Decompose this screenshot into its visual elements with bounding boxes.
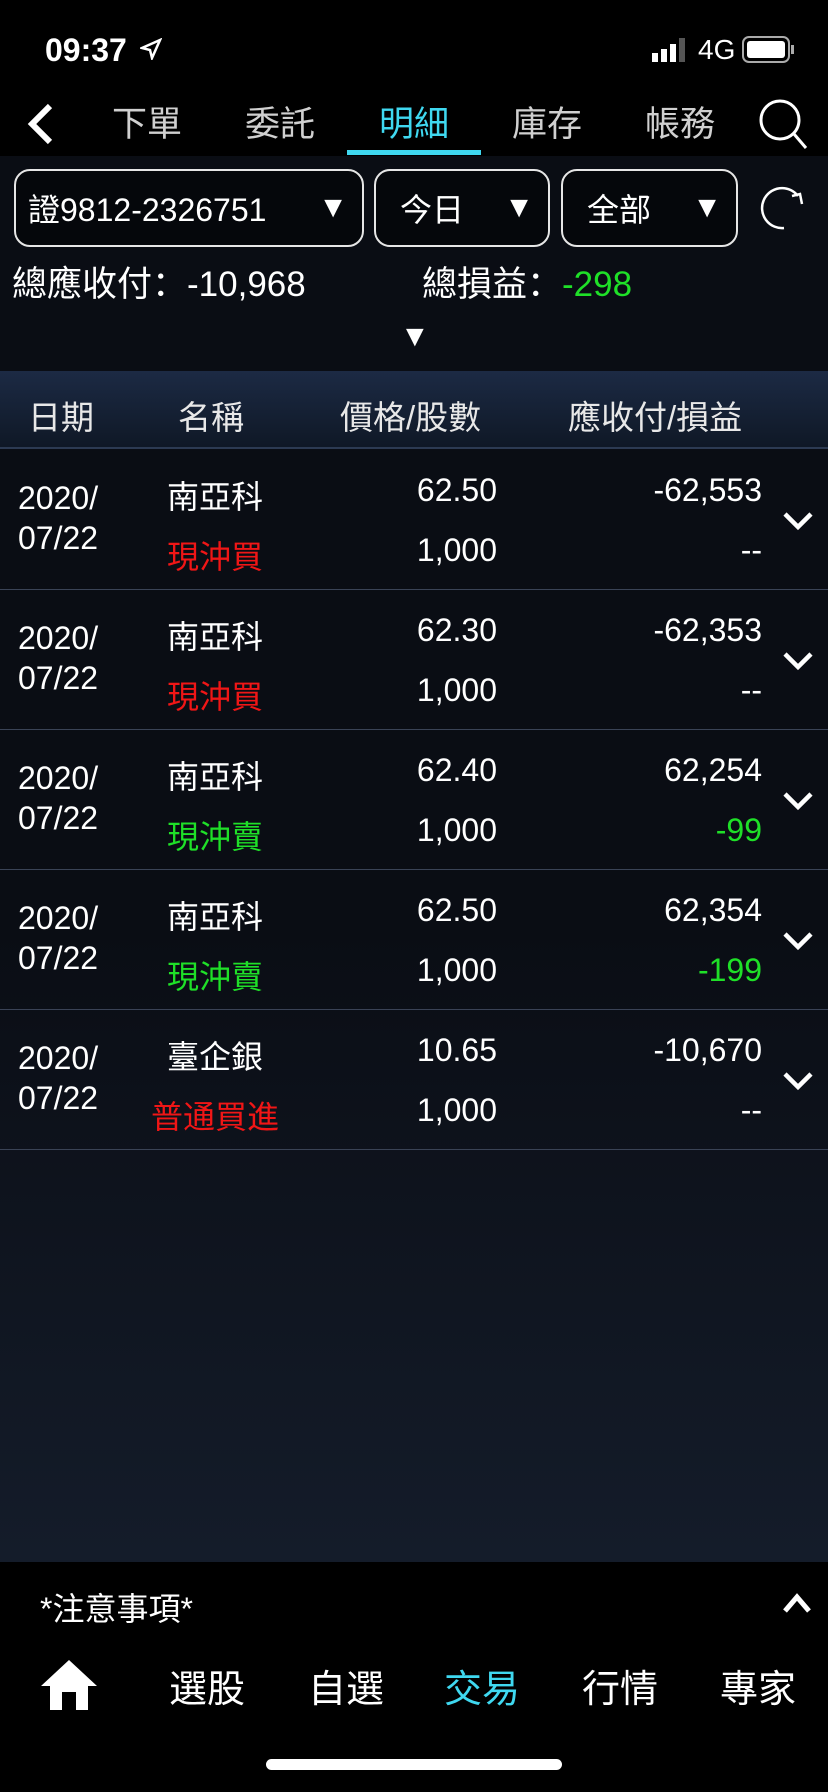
type-dropdown[interactable]: 全部 ▼ xyxy=(561,169,738,247)
header-name: 名稱 xyxy=(178,399,244,436)
trade-type: 現沖買 xyxy=(166,539,263,575)
date-year: 2020/ xyxy=(18,900,99,936)
table-row[interactable]: 2020/ 07/22 南亞科 現沖買 62.50 1,000 -62,553 … xyxy=(0,450,828,590)
table-row[interactable]: 2020/ 07/22 臺企銀 普通買進 10.65 1,000 -10,670… xyxy=(0,1010,828,1150)
price: 10.65 xyxy=(416,1032,497,1068)
trade-type: 現沖賣 xyxy=(166,959,263,995)
trade-type: 普通買進 xyxy=(150,1099,279,1135)
battery-icon xyxy=(742,36,794,63)
price: 62.50 xyxy=(416,892,497,928)
home-indicator xyxy=(266,1759,562,1770)
date-day: 07/22 xyxy=(18,1080,99,1116)
account-value: 證9812-2326751 xyxy=(28,192,267,228)
shares: 1,000 xyxy=(416,1092,497,1128)
active-tab-indicator xyxy=(347,150,481,155)
price: 62.30 xyxy=(416,612,497,648)
nav-watchlist[interactable]: 自選 xyxy=(307,1669,384,1711)
search-icon[interactable] xyxy=(758,98,808,150)
shares: 1,000 xyxy=(416,672,497,708)
bottom-bar: *注意事項* 選股 自選 交易 行情 專家 xyxy=(0,1562,828,1792)
profit-loss: -- xyxy=(740,672,762,708)
nav-experts[interactable]: 專家 xyxy=(719,1669,796,1711)
notice-link[interactable]: *注意事項* xyxy=(40,1591,193,1627)
period-dropdown[interactable]: 今日 ▼ xyxy=(374,169,550,247)
date-year: 2020/ xyxy=(18,760,99,796)
profit-loss: -- xyxy=(740,532,762,568)
expand-triangle-icon[interactable]: ▼ xyxy=(400,320,430,353)
network-label: 4G xyxy=(698,34,736,65)
top-tabs: 下單 委託 明細 庫存 帳務 xyxy=(0,90,828,156)
dropdown-arrow-icon: ▼ xyxy=(318,191,348,224)
total-receivable: 總應收付：-10,968 xyxy=(12,256,306,307)
date-day: 07/22 xyxy=(18,660,99,696)
date-year: 2020/ xyxy=(18,1040,99,1076)
home-icon[interactable] xyxy=(40,1658,98,1710)
total-pl-label: 總損益： xyxy=(422,265,563,304)
tab-orders[interactable]: 委託 xyxy=(244,105,315,144)
trade-type: 現沖買 xyxy=(166,679,263,715)
header-date: 日期 xyxy=(28,399,94,436)
total-receivable-label: 總應收付： xyxy=(12,265,188,304)
date-day: 07/22 xyxy=(18,800,99,836)
account-dropdown[interactable]: 證9812-2326751 ▼ xyxy=(14,169,364,247)
shares: 1,000 xyxy=(416,812,497,848)
back-icon[interactable] xyxy=(24,102,56,146)
stock-name: 南亞科 xyxy=(166,479,263,515)
stock-name: 南亞科 xyxy=(166,619,263,655)
period-value: 今日 xyxy=(400,192,465,228)
chevron-down-icon[interactable] xyxy=(782,1070,814,1092)
tab-account[interactable]: 帳務 xyxy=(644,105,715,144)
nav-trade[interactable]: 交易 xyxy=(443,1669,520,1711)
nav-market[interactable]: 行情 xyxy=(581,1669,658,1711)
stock-name: 南亞科 xyxy=(166,899,263,935)
shares: 1,000 xyxy=(416,532,497,568)
stock-name: 南亞科 xyxy=(166,759,263,795)
shares: 1,000 xyxy=(416,952,497,988)
status-time: 09:37 xyxy=(45,32,127,68)
trade-type: 現沖賣 xyxy=(166,819,263,855)
total-pl: 總損益：-298 xyxy=(422,256,632,307)
chevron-down-icon[interactable] xyxy=(782,790,814,812)
amount: -10,670 xyxy=(653,1032,762,1068)
table-header: 日期 名稱 價格/股數 應收付/損益 xyxy=(0,371,828,449)
refresh-icon[interactable] xyxy=(758,182,810,234)
dropdown-arrow-icon: ▼ xyxy=(692,191,722,224)
amount: 62,254 xyxy=(664,752,762,788)
profit-loss: -199 xyxy=(697,952,762,988)
location-arrow-icon xyxy=(140,38,162,60)
date-day: 07/22 xyxy=(18,520,99,556)
stock-name: 臺企銀 xyxy=(166,1039,263,1075)
amount: 62,354 xyxy=(664,892,762,928)
header-amount-pl: 應收付/損益 xyxy=(568,399,743,436)
profit-loss: -99 xyxy=(715,812,762,848)
chevron-up-icon[interactable] xyxy=(782,1592,812,1614)
total-pl-value: -298 xyxy=(562,265,633,304)
dropdown-arrow-icon: ▼ xyxy=(504,191,534,224)
signal-icon xyxy=(652,38,685,62)
type-value: 全部 xyxy=(587,192,652,228)
chevron-down-icon[interactable] xyxy=(782,510,814,532)
amount: -62,353 xyxy=(653,612,762,648)
amount: -62,553 xyxy=(653,472,762,508)
total-receivable-value: -10,968 xyxy=(187,265,306,304)
date-day: 07/22 xyxy=(18,940,99,976)
tab-details[interactable]: 明細 xyxy=(378,105,449,144)
table-row[interactable]: 2020/ 07/22 南亞科 現沖賣 62.50 1,000 62,354 -… xyxy=(0,870,828,1010)
tab-inventory[interactable]: 庫存 xyxy=(511,105,582,144)
tab-place-order[interactable]: 下單 xyxy=(111,105,182,144)
price: 62.40 xyxy=(416,752,497,788)
date-year: 2020/ xyxy=(18,620,99,656)
chevron-down-icon[interactable] xyxy=(782,650,814,672)
nav-stock-picker[interactable]: 選股 xyxy=(168,1669,245,1711)
profit-loss: -- xyxy=(740,1092,762,1128)
chevron-down-icon[interactable] xyxy=(782,930,814,952)
price: 62.50 xyxy=(416,472,497,508)
status-bar: 09:37 4G xyxy=(0,0,828,90)
table-row[interactable]: 2020/ 07/22 南亞科 現沖買 62.30 1,000 -62,353 … xyxy=(0,590,828,730)
header-price-shares: 價格/股數 xyxy=(340,399,482,436)
date-year: 2020/ xyxy=(18,480,99,516)
table-row[interactable]: 2020/ 07/22 南亞科 現沖賣 62.40 1,000 62,254 -… xyxy=(0,730,828,870)
main-content: 證9812-2326751 ▼ 今日 ▼ 全部 ▼ 總應收付：-10,968 總損益：… xyxy=(0,156,828,1562)
